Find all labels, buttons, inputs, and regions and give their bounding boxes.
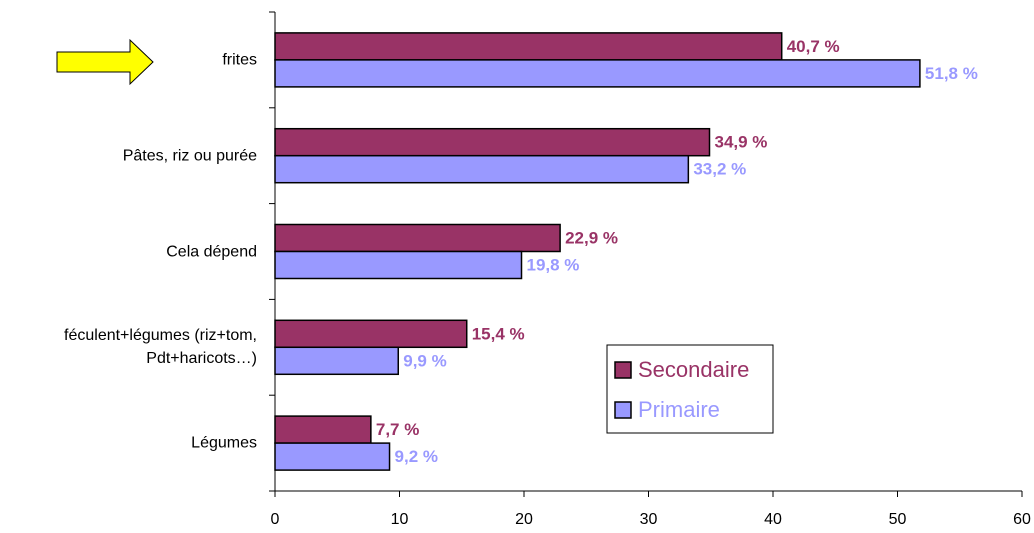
x-tick-label: 20 bbox=[515, 511, 533, 528]
bar bbox=[274, 223, 561, 253]
legend-swatch bbox=[614, 401, 632, 419]
y-tick-label: Légumes bbox=[191, 434, 257, 452]
value-label: 9,2 % bbox=[395, 447, 438, 466]
x-tick-label: 50 bbox=[889, 511, 907, 528]
x-tick-label: 10 bbox=[391, 511, 409, 528]
bar bbox=[274, 415, 372, 444]
x-tick-label: 40 bbox=[764, 511, 782, 528]
x-tick-label: 60 bbox=[1013, 511, 1031, 528]
value-label: 22,9 % bbox=[565, 228, 618, 247]
value-label: 34,9 % bbox=[715, 133, 768, 152]
value-label: 9,9 % bbox=[403, 351, 446, 370]
value-label: 40,7 % bbox=[787, 37, 840, 56]
y-tick-label: frites bbox=[222, 51, 257, 69]
legend-label: Primaire bbox=[638, 397, 720, 422]
y-tick-label: féculent+légumes (riz+tom, Pdt+haricots…… bbox=[64, 327, 257, 368]
x-tick-label: 0 bbox=[271, 511, 280, 528]
bar bbox=[274, 127, 711, 157]
bar bbox=[274, 32, 783, 61]
value-label: 51,8 % bbox=[925, 64, 978, 83]
legend-label: Secondaire bbox=[638, 357, 749, 382]
bar bbox=[274, 154, 690, 184]
legend-box bbox=[606, 344, 774, 434]
value-label: 19,8 % bbox=[527, 255, 580, 274]
y-tick-label: Cela dépend bbox=[166, 243, 257, 260]
y-tick-label: Pâtes, riz ou purée bbox=[122, 147, 257, 165]
bar bbox=[274, 319, 468, 349]
arrow bbox=[56, 38, 154, 86]
x-tick-label: 30 bbox=[640, 511, 658, 528]
bar bbox=[274, 442, 391, 471]
bar bbox=[274, 250, 523, 280]
value-label: 33,2 % bbox=[693, 160, 746, 179]
value-label: 15,4 % bbox=[472, 324, 525, 343]
value-label: 7,7 % bbox=[376, 420, 419, 439]
bar bbox=[274, 59, 921, 88]
legend-swatch bbox=[614, 361, 632, 379]
bar bbox=[274, 346, 400, 376]
